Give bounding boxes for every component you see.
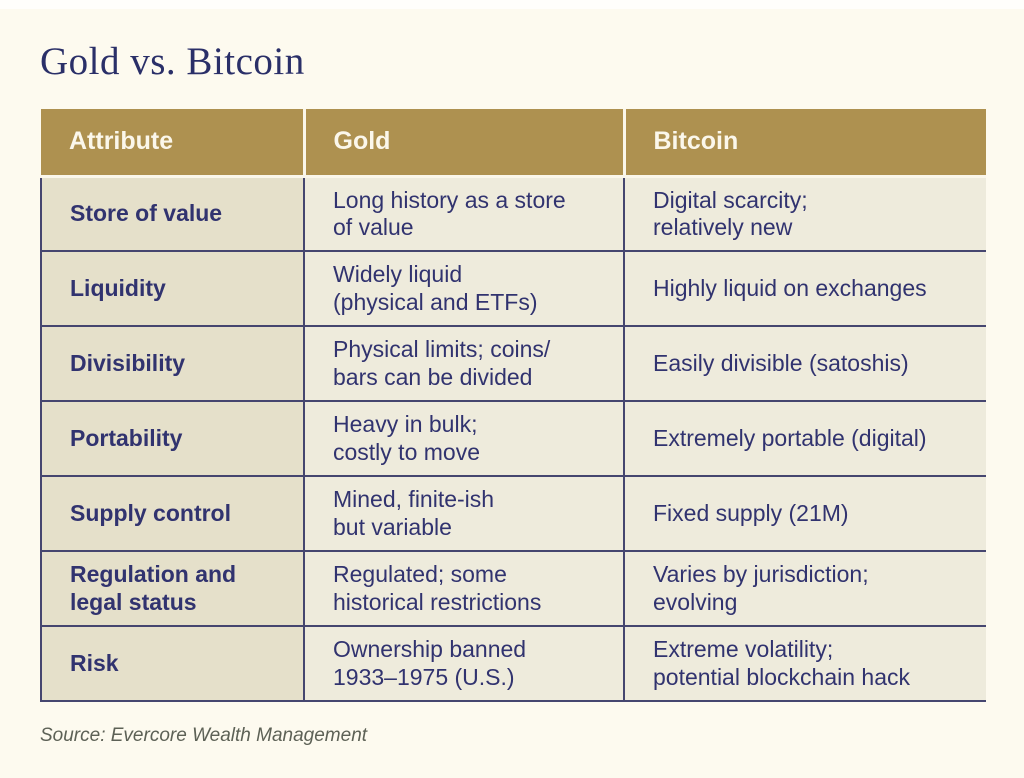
attribute-cell: Risk [40, 625, 305, 702]
table-row: Store of value Long history as a store o… [40, 175, 986, 251]
source-attribution: Source: Evercore Wealth Management [40, 725, 368, 746]
gold-cell: Long history as a store of value [304, 175, 625, 251]
table-row: Regulation and legal status Regulated; s… [40, 550, 986, 626]
gold-cell: Ownership banned 1933–1975 (U.S.) [304, 625, 625, 702]
bitcoin-cell: Highly liquid on exchanges [624, 250, 986, 326]
column-header-gold: Gold [304, 109, 626, 178]
bitcoin-cell: Extreme volatility; potential blockchain… [624, 625, 986, 702]
top-strip [0, 0, 1024, 9]
attribute-cell: Liquidity [40, 250, 305, 326]
page-container: Gold vs. Bitcoin Attribute Gold Bitcoin … [0, 9, 1024, 747]
table-body: Store of value Long history as a store o… [40, 175, 986, 702]
bitcoin-cell: Fixed supply (21M) [624, 475, 986, 551]
gold-cell: Regulated; some historical restrictions [304, 550, 625, 626]
attribute-cell: Supply control [40, 475, 305, 551]
attribute-cell: Store of value [40, 175, 305, 251]
table-row: Risk Ownership banned 1933–1975 (U.S.) E… [40, 625, 986, 702]
table-row: Supply control Mined, finite-ish but var… [40, 475, 986, 551]
attribute-cell: Portability [40, 400, 305, 476]
bitcoin-cell: Digital scarcity; relatively new [624, 175, 986, 251]
gold-cell: Physical limits; coins/ bars can be divi… [304, 325, 625, 401]
bitcoin-cell: Varies by jurisdiction; evolving [624, 550, 986, 626]
table-header: Attribute Gold Bitcoin [41, 109, 986, 178]
comparison-table: Attribute Gold Bitcoin Store of value Lo… [40, 109, 986, 702]
column-header-attribute: Attribute [41, 109, 306, 178]
attribute-cell: Divisibility [40, 325, 305, 401]
attribute-cell: Regulation and legal status [40, 550, 305, 626]
column-header-bitcoin: Bitcoin [624, 109, 986, 178]
table-row: Divisibility Physical limits; coins/ bar… [40, 325, 986, 401]
table-row: Liquidity Widely liquid (physical and ET… [40, 250, 986, 326]
bitcoin-cell: Extremely portable (digital) [624, 400, 986, 476]
gold-cell: Widely liquid (physical and ETFs) [304, 250, 625, 326]
bitcoin-cell: Easily divisible (satoshis) [624, 325, 986, 401]
page-title: Gold vs. Bitcoin [40, 40, 305, 83]
header-row: Attribute Gold Bitcoin [41, 109, 986, 178]
gold-cell: Heavy in bulk; costly to move [304, 400, 625, 476]
gold-cell: Mined, finite-ish but variable [304, 475, 625, 551]
table-row: Portability Heavy in bulk; costly to mov… [40, 400, 986, 476]
